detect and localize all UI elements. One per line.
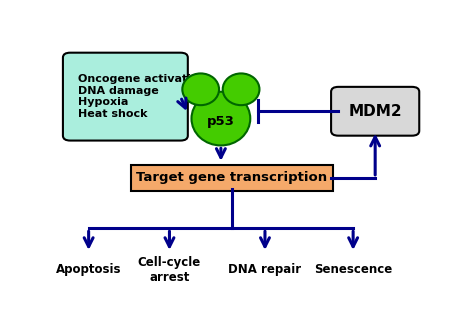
Ellipse shape xyxy=(182,74,219,105)
Text: Target gene transcription: Target gene transcription xyxy=(137,171,328,184)
FancyBboxPatch shape xyxy=(63,53,188,140)
Text: Cell-cycle
arrest: Cell-cycle arrest xyxy=(138,256,201,284)
Text: Senescence: Senescence xyxy=(314,263,392,276)
FancyBboxPatch shape xyxy=(131,165,333,191)
FancyBboxPatch shape xyxy=(331,87,419,136)
Text: p53: p53 xyxy=(207,114,235,127)
Ellipse shape xyxy=(223,74,259,105)
Ellipse shape xyxy=(191,92,250,146)
Text: DNA repair: DNA repair xyxy=(228,263,301,276)
Text: Oncogene activation
DNA damage
Hypoxia
Heat shock: Oncogene activation DNA damage Hypoxia H… xyxy=(78,74,206,119)
Text: Apoptosis: Apoptosis xyxy=(56,263,121,276)
Text: MDM2: MDM2 xyxy=(348,104,402,119)
